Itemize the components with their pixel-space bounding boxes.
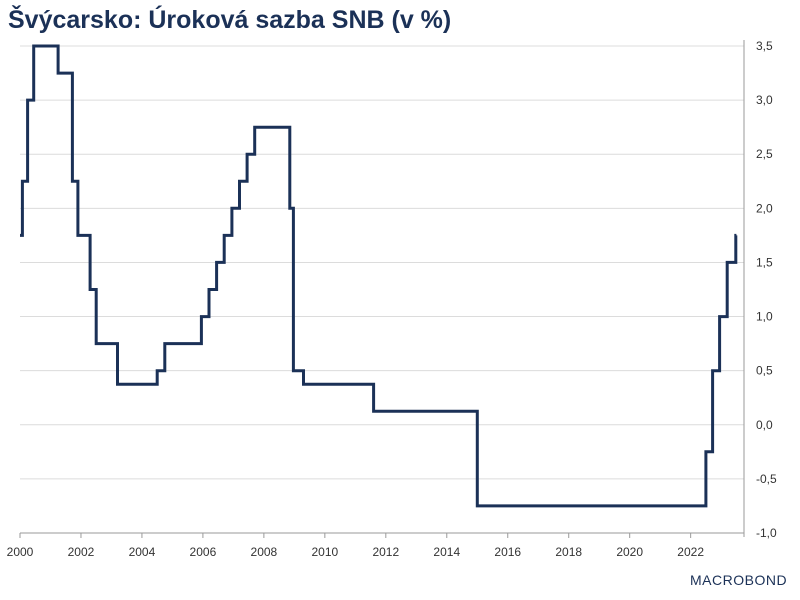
x-tick-label: 2020 — [616, 545, 643, 559]
grid-lines — [20, 45, 744, 534]
x-axis: 2000 2002 2004 2006 2008 2010 2012 2014 2016 2018… — [7, 532, 744, 559]
chart-title: Švýcarsko: Úroková sazba SNB (v %) — [8, 6, 452, 34]
x-tick-label: 2008 — [251, 545, 278, 559]
y-tick-label: 3,5 — [756, 39, 773, 53]
y-tick-label: 3,0 — [756, 93, 773, 107]
x-tick-label: 2002 — [68, 545, 95, 559]
x-tick-label: 2014 — [433, 545, 460, 559]
x-tick-label: 2012 — [372, 545, 399, 559]
x-tick-label: 2016 — [494, 545, 521, 559]
y-tick-label: -0,5 — [756, 472, 777, 486]
x-tick-label: 2006 — [190, 545, 217, 559]
x-tick-label: 2010 — [311, 545, 338, 559]
macrobond-logo: MACROBOND — [690, 572, 788, 588]
y-tick-label: 2,0 — [756, 201, 773, 215]
y-tick-label: 0,5 — [756, 364, 773, 378]
x-tick-label: 2000 — [7, 545, 34, 559]
y-axis: 3,5 3,0 2,5 2,0 1,5 1,0 0,5 0,0 -0,5 -1,0 — [743, 39, 777, 540]
x-tick-label: 2018 — [555, 545, 582, 559]
y-tick-label: 0,0 — [756, 418, 773, 432]
series-line — [20, 44, 738, 508]
y-tick-label: 1,5 — [756, 255, 773, 269]
x-tick-label: 2004 — [129, 545, 156, 559]
series-layer — [20, 44, 738, 508]
y-tick-label: -1,0 — [756, 526, 777, 540]
y-tick-label: 2,5 — [756, 147, 773, 161]
y-tick-label: 1,0 — [756, 310, 773, 324]
x-tick-label: 2022 — [677, 545, 704, 559]
